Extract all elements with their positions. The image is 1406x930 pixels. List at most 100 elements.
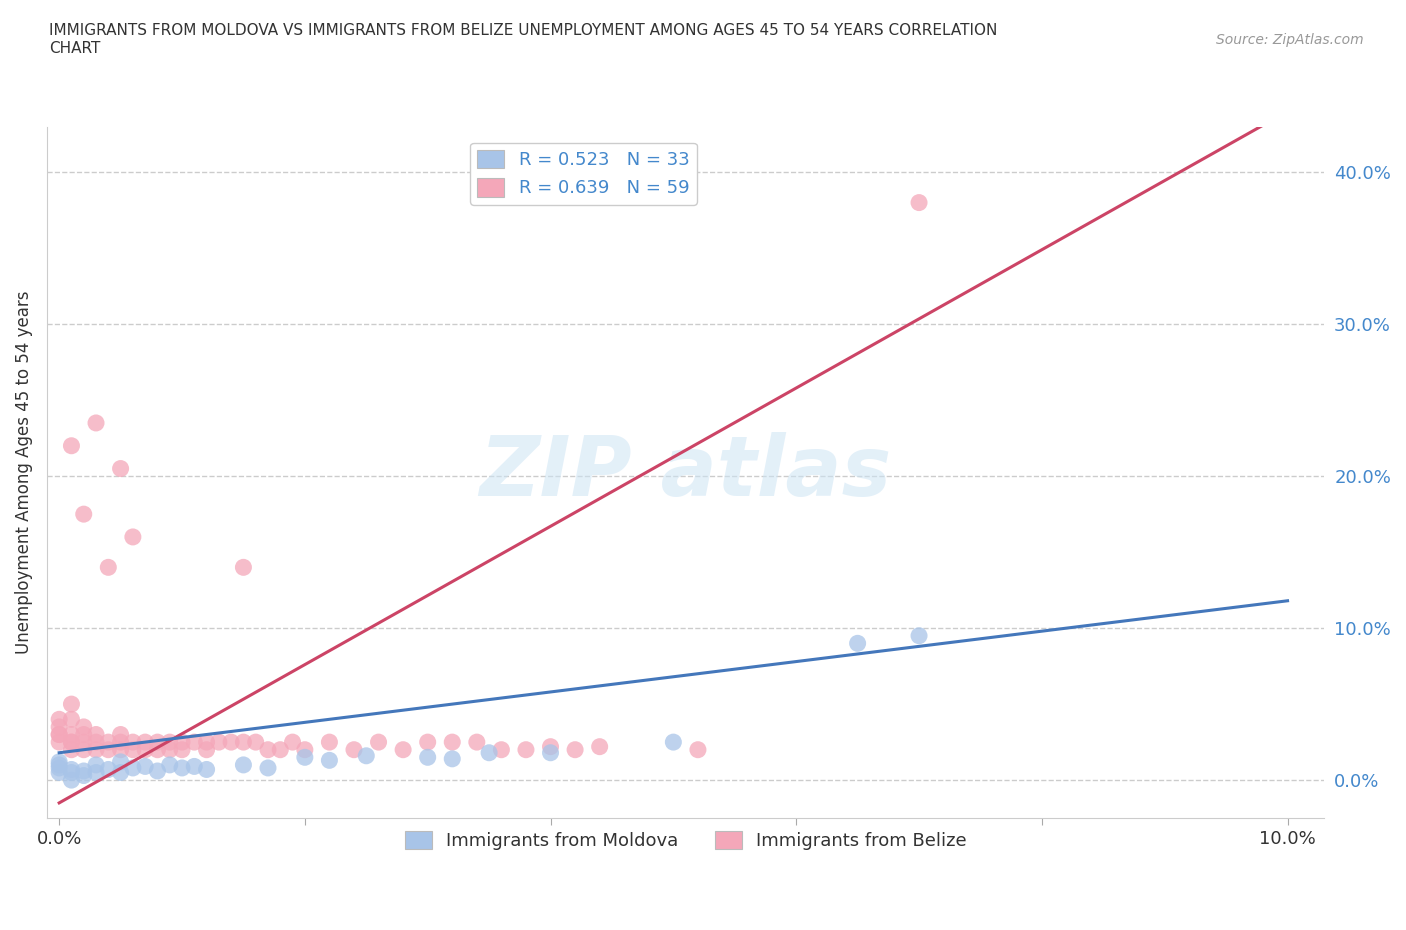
Point <box>84 742 107 757</box>
Point <box>195 762 218 777</box>
Point <box>134 735 156 750</box>
Text: ZIP atlas: ZIP atlas <box>479 432 891 512</box>
Point <box>134 759 156 774</box>
Point <box>48 720 70 735</box>
Point <box>908 195 931 210</box>
Point <box>294 750 316 764</box>
Point <box>60 762 83 777</box>
Point <box>159 742 181 757</box>
Point <box>73 764 96 778</box>
Point <box>84 757 107 772</box>
Point <box>73 727 96 742</box>
Point <box>48 735 70 750</box>
Point <box>219 735 242 750</box>
Point <box>908 629 931 644</box>
Point <box>60 742 83 757</box>
Point <box>416 750 439 764</box>
Point <box>441 751 464 766</box>
Point <box>84 727 107 742</box>
Point <box>60 765 83 780</box>
Point <box>73 735 96 750</box>
Point <box>84 765 107 780</box>
Point <box>134 742 156 757</box>
Point <box>48 765 70 780</box>
Point <box>60 697 83 711</box>
Point <box>110 754 132 769</box>
Point <box>195 742 218 757</box>
Point <box>183 735 205 750</box>
Point <box>122 735 145 750</box>
Point <box>662 735 685 750</box>
Point <box>232 735 254 750</box>
Point <box>97 762 120 777</box>
Point <box>465 735 488 750</box>
Point <box>257 761 280 776</box>
Point <box>146 764 169 778</box>
Point <box>540 739 562 754</box>
Point <box>441 735 464 750</box>
Point <box>60 735 83 750</box>
Point <box>281 735 304 750</box>
Point <box>84 416 107 431</box>
Point <box>97 735 120 750</box>
Point <box>97 560 120 575</box>
Point <box>170 742 193 757</box>
Point <box>232 757 254 772</box>
Point <box>318 753 340 768</box>
Point <box>269 742 291 757</box>
Point <box>491 742 513 757</box>
Point <box>367 735 389 750</box>
Point <box>686 742 709 757</box>
Point <box>110 735 132 750</box>
Point <box>48 727 70 742</box>
Point <box>245 735 267 750</box>
Point <box>110 765 132 780</box>
Point <box>159 757 181 772</box>
Point <box>515 742 537 757</box>
Point <box>232 560 254 575</box>
Point <box>48 754 70 769</box>
Point <box>392 742 415 757</box>
Point <box>146 735 169 750</box>
Text: Source: ZipAtlas.com: Source: ZipAtlas.com <box>1216 33 1364 46</box>
Point <box>146 742 169 757</box>
Point <box>60 438 83 453</box>
Legend: Immigrants from Moldova, Immigrants from Belize: Immigrants from Moldova, Immigrants from… <box>398 824 974 857</box>
Point <box>195 735 218 750</box>
Point <box>122 761 145 776</box>
Point <box>48 761 70 776</box>
Point <box>343 742 366 757</box>
Point <box>73 507 96 522</box>
Point <box>110 727 132 742</box>
Point <box>257 742 280 757</box>
Point <box>846 636 869 651</box>
Point <box>159 735 181 750</box>
Point <box>170 735 193 750</box>
Point <box>183 759 205 774</box>
Point <box>48 727 70 742</box>
Point <box>48 757 70 772</box>
Y-axis label: Unemployment Among Ages 45 to 54 years: Unemployment Among Ages 45 to 54 years <box>15 290 32 654</box>
Point <box>540 745 562 760</box>
Point <box>122 742 145 757</box>
Point <box>73 768 96 783</box>
Point <box>110 461 132 476</box>
Point <box>48 711 70 726</box>
Text: IMMIGRANTS FROM MOLDOVA VS IMMIGRANTS FROM BELIZE UNEMPLOYMENT AMONG AGES 45 TO : IMMIGRANTS FROM MOLDOVA VS IMMIGRANTS FR… <box>49 23 998 56</box>
Point <box>73 742 96 757</box>
Point <box>60 735 83 750</box>
Point <box>60 773 83 788</box>
Point <box>84 735 107 750</box>
Point <box>73 720 96 735</box>
Point <box>170 761 193 776</box>
Point <box>294 742 316 757</box>
Point <box>208 735 231 750</box>
Point <box>97 742 120 757</box>
Point <box>60 711 83 726</box>
Point <box>122 529 145 544</box>
Point <box>110 742 132 757</box>
Point <box>318 735 340 750</box>
Point <box>564 742 586 757</box>
Point <box>356 749 378 764</box>
Point <box>416 735 439 750</box>
